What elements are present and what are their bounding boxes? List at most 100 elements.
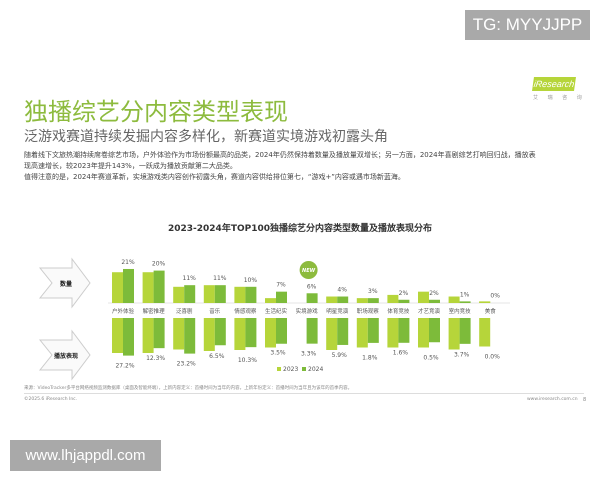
bar-play-2024 [123, 318, 134, 356]
site-url: www.iresearch.com.cn [527, 397, 578, 402]
bar-count-2024 [245, 286, 257, 303]
bar-count-2023 [356, 298, 368, 303]
bar-count-2023 [203, 285, 215, 303]
bar-play-2023 [418, 318, 429, 348]
paragraph-line: 现高速增长，较2023年提升143%，一跃成为播放贡献第二大品类。 [24, 162, 237, 170]
category-label: 体育竞技 [387, 307, 410, 315]
data-label-play: 12.3% [146, 355, 165, 362]
row-label: 数量 [60, 280, 72, 288]
legend-swatch [277, 367, 281, 371]
bar-count-2024 [276, 291, 287, 303]
row-arrow-icon [38, 329, 91, 381]
source-note: 来源：VideoTracker多平台网络视频监测数据库（桌面及智能终端），上新内… [24, 386, 353, 391]
data-label-count: 10% [244, 277, 258, 284]
data-label-play: 3.7% [454, 352, 470, 359]
bar-play-2024 [276, 318, 287, 344]
bar-count-2024 [123, 268, 134, 303]
chart-title: 2023-2024年TOP100独播综艺分内容类型数量及播放表现分布 [167, 224, 432, 234]
bar-count-2023 [326, 296, 338, 303]
bar-play-2023 [387, 318, 399, 348]
data-label-count: 4% [337, 287, 347, 294]
bar-play-2023 [326, 318, 338, 350]
bar-count-2024 [214, 285, 226, 303]
bar-count-2023 [173, 286, 185, 303]
bar-count-2024 [398, 299, 410, 303]
new-badge: NEW [302, 268, 316, 274]
data-label-count: 6% [307, 283, 317, 290]
category-label: 实境游戏 [296, 307, 319, 315]
bar-play-2024 [337, 318, 349, 345]
bar-count-2024 [367, 298, 379, 303]
body-paragraph-2: 值得注意的是，2024年赛道革新，实境游戏类内容创作初露头角，赛道内容供给排位第… [24, 173, 405, 181]
bar-play-2024 [214, 318, 226, 346]
data-label-count: 3% [368, 288, 378, 295]
data-label-count: 2% [429, 290, 439, 297]
logo-subtext: 艾 瑞 咨 询 [533, 95, 586, 101]
bar-count-2023 [142, 272, 154, 303]
bar-count-2023 [234, 286, 246, 303]
bar-play-2024 [429, 318, 440, 343]
bar-count-2023 [265, 298, 276, 303]
bar-play-2023 [479, 318, 491, 347]
data-label-count: 21% [121, 259, 135, 266]
category-label: 情感观察 [234, 307, 257, 315]
new-badge-icon [299, 261, 318, 279]
page-subtitle: 泛游戏赛道持续发掘内容多样化，新赛道实境游戏初露头角 [24, 129, 388, 145]
bar-count-2023 [418, 291, 429, 303]
bar-play-2023 [356, 318, 368, 348]
watermark-bottom: www.lhjappdl.com [10, 440, 161, 471]
bar-play-2023 [265, 318, 276, 348]
data-label-play: 0.5% [423, 355, 439, 362]
category-label: 解密推理 [143, 307, 166, 315]
copyright: ©2025.6 iResearch Inc. [24, 397, 78, 402]
bar-play-2023 [203, 318, 215, 351]
data-label-count: 11% [183, 275, 197, 282]
bar-count-2024 [337, 296, 349, 303]
data-label-count: 0% [490, 293, 500, 300]
bar-play-2023 [142, 318, 154, 353]
category-label: 户外体验 [112, 307, 135, 315]
bar-play-2024 [459, 318, 471, 344]
bar-play-2023 [448, 318, 460, 350]
bar-count-2024 [459, 301, 471, 303]
data-label-play: 6.5% [209, 353, 225, 360]
data-label-play: 27.2% [115, 363, 134, 370]
bar-count-2023 [387, 294, 399, 303]
data-label-count: 7% [276, 282, 286, 289]
watermark-top: TG: MYYJJPP [465, 10, 590, 40]
bar-play-2024 [245, 318, 257, 348]
bar-count-2024 [184, 285, 196, 303]
bar-play-2024 [398, 318, 410, 343]
bar-play-2024 [184, 318, 196, 354]
bar-count-2024 [429, 299, 440, 303]
data-label-play: 10.3% [238, 357, 257, 364]
bar-play-2024 [153, 318, 165, 349]
category-label: 才艺竞演 [418, 307, 441, 315]
footer-divider [24, 393, 584, 394]
data-label-play: 1.6% [393, 350, 409, 357]
page-number: 8 [583, 397, 587, 403]
category-label: 室内竞技 [449, 307, 472, 315]
row-label: 播放表现 [54, 352, 78, 360]
body-paragraph-1: 随着线下文旅热潮持续席卷综艺市场，户外体验作为市场份额最高的品类，2024年仍然… [24, 150, 584, 172]
bar-count-2023 [448, 296, 460, 303]
bar-count-2023 [479, 301, 491, 303]
bar-play-2023 [234, 318, 246, 350]
data-label-play: 3.5% [270, 350, 286, 357]
data-label-play: 0.0% [485, 354, 501, 361]
row-arrow-icon [38, 257, 91, 309]
data-label-count: 20% [152, 261, 166, 268]
legend-label: 2023 [283, 366, 298, 373]
category-label: 音乐 [209, 307, 221, 315]
page-title: 独播综艺分内容类型表现 [24, 98, 288, 126]
bar-count-2024 [153, 270, 165, 303]
bar-play-2024 [306, 318, 318, 344]
bar-count-2023 [112, 272, 123, 303]
data-label-play: 23.2% [177, 361, 196, 368]
data-label-count: 2% [399, 290, 409, 297]
bar-play-2024 [367, 318, 379, 343]
bar-play-2023 [112, 318, 123, 353]
legend-label: 2024 [308, 366, 323, 373]
category-label: 泛喜剧 [176, 307, 193, 315]
